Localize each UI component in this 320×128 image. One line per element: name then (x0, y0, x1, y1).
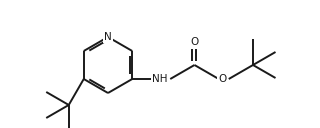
Text: O: O (190, 37, 199, 47)
Text: NH: NH (153, 74, 168, 84)
Text: N: N (104, 32, 112, 42)
Text: O: O (219, 74, 227, 84)
